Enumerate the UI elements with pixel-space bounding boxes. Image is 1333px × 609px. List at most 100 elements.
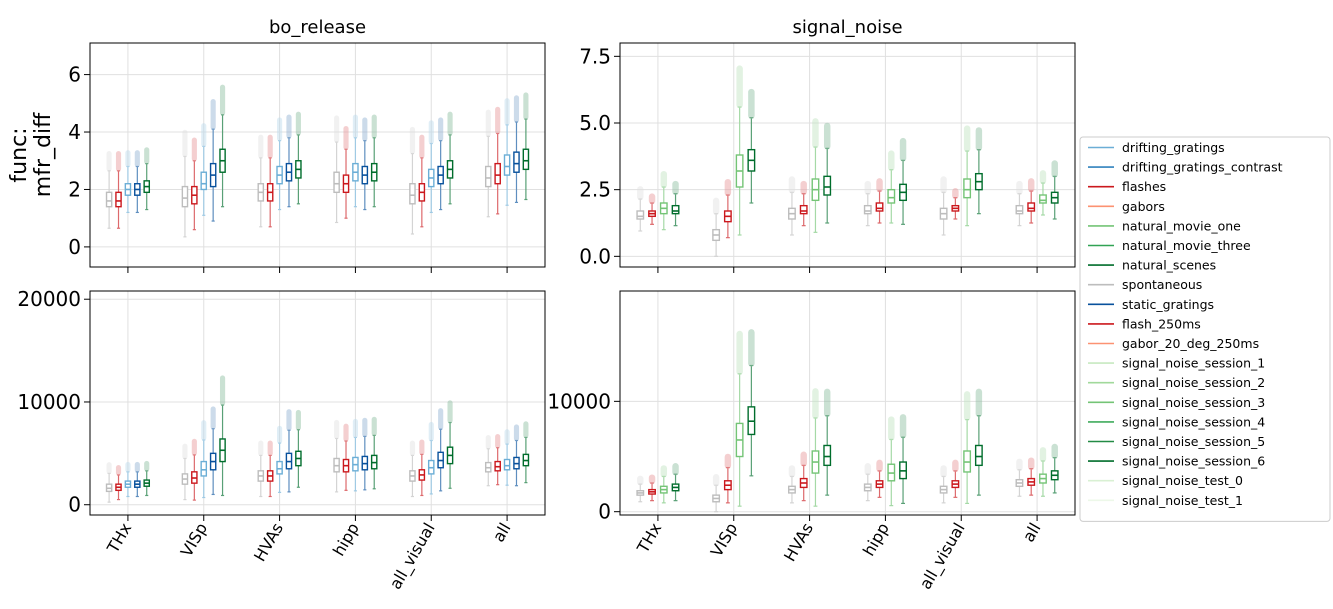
panel-1: 0 2 4 6 bo_release xyxy=(68,17,546,273)
box xyxy=(200,460,208,477)
legend-frame xyxy=(1079,136,1331,522)
legend-label: flash_250ms xyxy=(1122,316,1201,331)
y-axis: 0 2 4 6 xyxy=(68,63,90,259)
grid xyxy=(90,43,545,267)
box xyxy=(105,191,113,208)
box xyxy=(963,178,972,199)
series-flashes xyxy=(115,106,501,231)
series-signal-noise-session-6 xyxy=(671,329,1059,505)
x-tick-label: THx xyxy=(103,520,136,557)
y-axis: 0 10000 20000 xyxy=(17,287,90,517)
legend-label: signal_noise_test_1 xyxy=(1122,493,1243,508)
series-natural-scenes xyxy=(143,375,530,497)
series-spontaneous xyxy=(105,109,492,238)
y-tick-label: 10000 xyxy=(547,389,611,413)
legend-label: static_gratings xyxy=(1122,297,1214,312)
legend-label: flashes xyxy=(1122,179,1166,194)
box xyxy=(799,204,808,215)
series-flash-250ms xyxy=(648,451,1036,504)
legend-entry: signal_noise_session_6 xyxy=(1088,454,1265,469)
x-tick-label: all xyxy=(489,520,515,546)
legend-entry: signal_noise_session_3 xyxy=(1088,395,1265,410)
legend-entry: flash_250ms xyxy=(1088,316,1201,331)
box xyxy=(863,204,872,215)
panel-2: 0.0 2.5 5.0 7.5 signal_noise xyxy=(579,17,1076,273)
legend-entry: drifting_gratings_contrast xyxy=(1088,160,1283,175)
legend-label: signal_noise_session_4 xyxy=(1122,414,1265,429)
box xyxy=(1039,194,1047,204)
series-flashes xyxy=(115,423,501,501)
legend-entry: signal_noise_test_0 xyxy=(1088,473,1243,488)
x-tick-label: HVAs xyxy=(250,520,287,565)
x-axis xyxy=(657,267,1038,273)
box xyxy=(823,444,832,467)
y-tick-label: 0 xyxy=(598,500,611,524)
legend-label: natural_movie_three xyxy=(1122,238,1251,253)
x-tick-label: THx xyxy=(633,520,666,557)
panel-3: 0 10000 20000 THx VISp HVAs hipp all_visual all xyxy=(17,287,546,593)
y-tick-label: 2 xyxy=(68,177,81,201)
box xyxy=(503,458,511,471)
panel-title: signal_noise xyxy=(792,17,902,38)
legend: drifting_gratings drifting_gratings_contr… xyxy=(1079,136,1331,522)
y-axis: 0 10000 xyxy=(547,389,620,524)
box xyxy=(887,188,896,204)
box xyxy=(409,183,416,205)
legend-entry: natural_movie_three xyxy=(1088,238,1251,253)
box xyxy=(522,148,530,171)
panel-4: 0 10000 THx VISp HVAs hipp all_visual all xyxy=(547,290,1076,593)
y-axis: 0.0 2.5 5.0 7.5 xyxy=(579,44,620,268)
x-tick-label: VISp xyxy=(707,520,741,561)
x-tick-label: VISp xyxy=(177,520,211,561)
series-spontaneous xyxy=(636,458,1024,513)
box xyxy=(115,191,122,208)
box xyxy=(333,171,340,194)
legend-label: signal_noise_session_3 xyxy=(1122,395,1265,410)
legend-entry: signal_noise_session_2 xyxy=(1088,375,1265,390)
series-drifting-gratings xyxy=(124,98,511,216)
legend-label: natural_scenes xyxy=(1122,258,1216,273)
box xyxy=(1027,202,1036,212)
legend-entry: gabors xyxy=(1088,199,1165,214)
y-tick-label: 6 xyxy=(68,63,81,87)
y-tick-label: 4 xyxy=(68,120,81,144)
series-flash-250ms xyxy=(648,178,1036,239)
x-tick-label: all_visual xyxy=(386,520,440,594)
box xyxy=(484,165,492,188)
legend-entry: natural_movie_one xyxy=(1088,218,1241,233)
series-spontaneous xyxy=(105,419,492,503)
box xyxy=(875,202,884,212)
legend-label: drifting_gratings xyxy=(1122,140,1225,155)
series-static-gratings xyxy=(134,406,520,498)
box xyxy=(636,210,645,220)
panels: 0 2 4 6 bo_release 0.0 2.5 5.0 7.5 signal_noise 0 1… xyxy=(7,17,1076,593)
box xyxy=(276,460,283,475)
series-drifting-gratings xyxy=(124,418,511,499)
y-tick-label: 0.0 xyxy=(579,244,611,268)
x-tick-label: hipp xyxy=(859,520,893,560)
legend-entry: signal_noise_session_1 xyxy=(1088,356,1265,371)
series-static-gratings xyxy=(134,95,520,222)
legend-entry: gabor_20_deg_250ms xyxy=(1088,336,1259,351)
legend-label: natural_movie_one xyxy=(1122,218,1241,233)
legend-label: signal_noise_session_6 xyxy=(1122,454,1265,469)
box xyxy=(494,162,501,185)
legend-entry: spontaneous xyxy=(1088,277,1202,292)
box xyxy=(974,444,983,467)
y-tick-label: 2.5 xyxy=(579,178,611,202)
legend-label: drifting_gratings_contrast xyxy=(1122,160,1283,175)
y-tick-label: 5.0 xyxy=(579,111,611,135)
x-axis: THx VISp HVAs hipp all_visual all xyxy=(633,515,1045,593)
legend-label: signal_noise_test_0 xyxy=(1122,473,1243,488)
legend-entry: flashes xyxy=(1088,179,1166,194)
y-label-line: func: xyxy=(7,127,32,182)
series-natural-scenes xyxy=(143,84,530,211)
panel-title: bo_release xyxy=(269,17,366,38)
legend-entry: signal_noise_session_4 xyxy=(1088,414,1265,429)
grid xyxy=(620,43,1075,267)
legend-entry: signal_noise_test_1 xyxy=(1088,493,1243,508)
series-spontaneous xyxy=(636,176,1024,257)
legend-label: signal_noise_session_1 xyxy=(1122,356,1265,371)
x-axis: THx VISp HVAs hipp all_visual all xyxy=(103,515,515,593)
